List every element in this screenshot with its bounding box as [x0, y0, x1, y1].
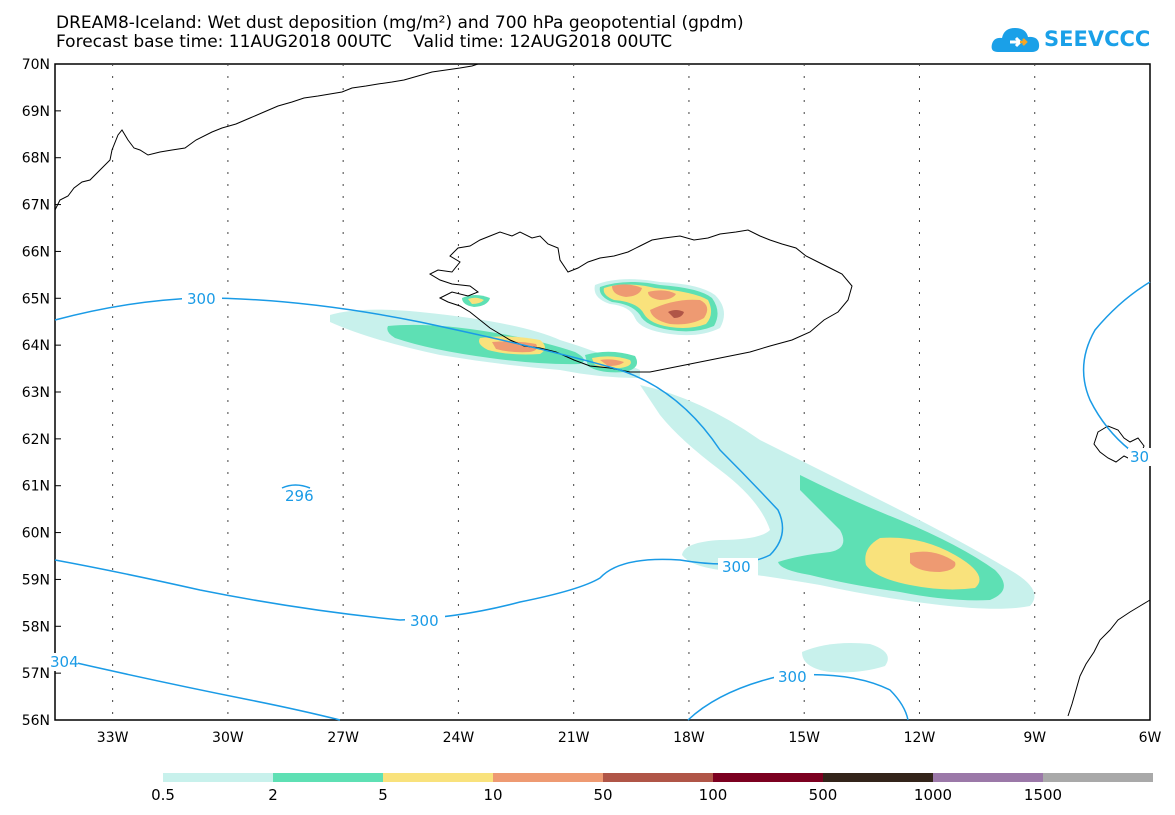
lat-label: 67N	[22, 198, 50, 214]
dust-shade-orange-west	[492, 341, 538, 353]
lon-label: 30W	[212, 730, 244, 746]
contour-300-south	[687, 673, 909, 721]
dust-deposition-shading	[330, 279, 1035, 673]
contour-label: 304	[50, 653, 79, 671]
lat-label: 60N	[22, 526, 50, 542]
contour-296	[281, 484, 311, 489]
contour-labels: 300 300 300 300 296 304 30	[50, 290, 1152, 686]
lat-label: 69N	[22, 104, 50, 120]
colorbar	[163, 773, 1153, 782]
contour-label: 300	[722, 558, 751, 576]
lon-label: 27W	[327, 730, 359, 746]
dust-shade-south-orange	[600, 359, 624, 366]
contour-label: 296	[285, 487, 314, 505]
dust-shade-west-small-core	[468, 297, 484, 304]
colorbar-swatch	[603, 773, 713, 782]
contour-304-southwest	[54, 657, 341, 721]
map-subtitle: Forecast base time: 11AUG2018 00UTC Vali…	[56, 32, 673, 52]
lat-label: 70N	[22, 57, 50, 73]
colorbar-swatch	[163, 773, 273, 782]
contour-label: 300	[410, 612, 439, 630]
contour-label: 30	[1130, 448, 1149, 466]
lat-label: 62N	[22, 432, 50, 448]
colorbar-swatch	[273, 773, 383, 782]
contour-300-north	[54, 297, 784, 621]
lon-label: 6W	[1139, 730, 1162, 746]
contour-300-east	[1082, 281, 1151, 451]
lat-label: 65N	[22, 291, 50, 307]
dust-shade-lightest-south	[802, 643, 888, 673]
colorbar-label: 2	[268, 786, 278, 804]
graticule	[55, 63, 1036, 721]
map-title: DREAM8-Iceland: Wet dust deposition (mg/…	[56, 13, 744, 33]
contour-label: 300	[778, 668, 807, 686]
latitude-labels: 70N 69N 68N 67N 66N 65N 64N 63N 62N 61N 60N 59N 58N 5…	[22, 57, 50, 729]
lat-label: 63N	[22, 385, 50, 401]
colorbar-swatch	[383, 773, 493, 782]
contour-label: 300	[187, 290, 216, 308]
greenland-coast	[54, 63, 479, 211]
coastlines	[54, 63, 1151, 717]
colorbar-label: 50	[593, 786, 612, 804]
lat-label: 66N	[22, 244, 50, 260]
colorbar-swatch	[1043, 773, 1153, 782]
lat-label: 57N	[22, 666, 50, 682]
colorbar-swatch	[933, 773, 1043, 782]
colorbar-label: 100	[699, 786, 728, 804]
longitude-labels: 33W 30W 27W 24W 21W 18W 15W 12W 9W 6W	[97, 730, 1162, 746]
lon-label: 21W	[558, 730, 590, 746]
colorbar-labels: 0.5 2 5 10 50 100 500 1000 1500	[151, 786, 1062, 804]
colorbar-label: 1000	[914, 786, 952, 804]
lon-label: 9W	[1023, 730, 1046, 746]
cloud-icon	[991, 28, 1040, 52]
lon-label: 24W	[443, 730, 475, 746]
colorbar-label: 5	[378, 786, 388, 804]
dust-shade-interior-orange-2	[648, 290, 676, 300]
logo-text: SEEVCCC	[1044, 27, 1151, 51]
lat-label: 68N	[22, 151, 50, 167]
dust-shade-interior-orange-1	[612, 284, 642, 297]
lat-label: 64N	[22, 338, 50, 354]
geopotential-contours	[54, 281, 1151, 721]
dust-shade-orange-plume	[910, 551, 956, 572]
colorbar-swatch	[823, 773, 933, 782]
colorbar-swatch	[493, 773, 603, 782]
scotland-coast	[1067, 599, 1151, 717]
colorbar-swatch	[713, 773, 823, 782]
colorbar-label: 500	[809, 786, 838, 804]
lon-label: 33W	[97, 730, 129, 746]
seevccc-logo: SEEVCCC	[990, 22, 1150, 58]
lon-label: 18W	[673, 730, 705, 746]
dust-shade-interior-brown	[668, 310, 684, 318]
colorbar-label: 10	[483, 786, 502, 804]
lat-label: 58N	[22, 619, 50, 635]
lon-label: 12W	[904, 730, 936, 746]
lat-label: 56N	[22, 713, 50, 729]
lat-label: 61N	[22, 479, 50, 495]
lat-label: 59N	[22, 572, 50, 588]
plot-frame	[54, 63, 1151, 721]
iceland-coast	[428, 229, 853, 373]
colorbar-label: 1500	[1024, 786, 1062, 804]
colorbar-label: 0.5	[151, 786, 175, 804]
lon-label: 15W	[788, 730, 820, 746]
